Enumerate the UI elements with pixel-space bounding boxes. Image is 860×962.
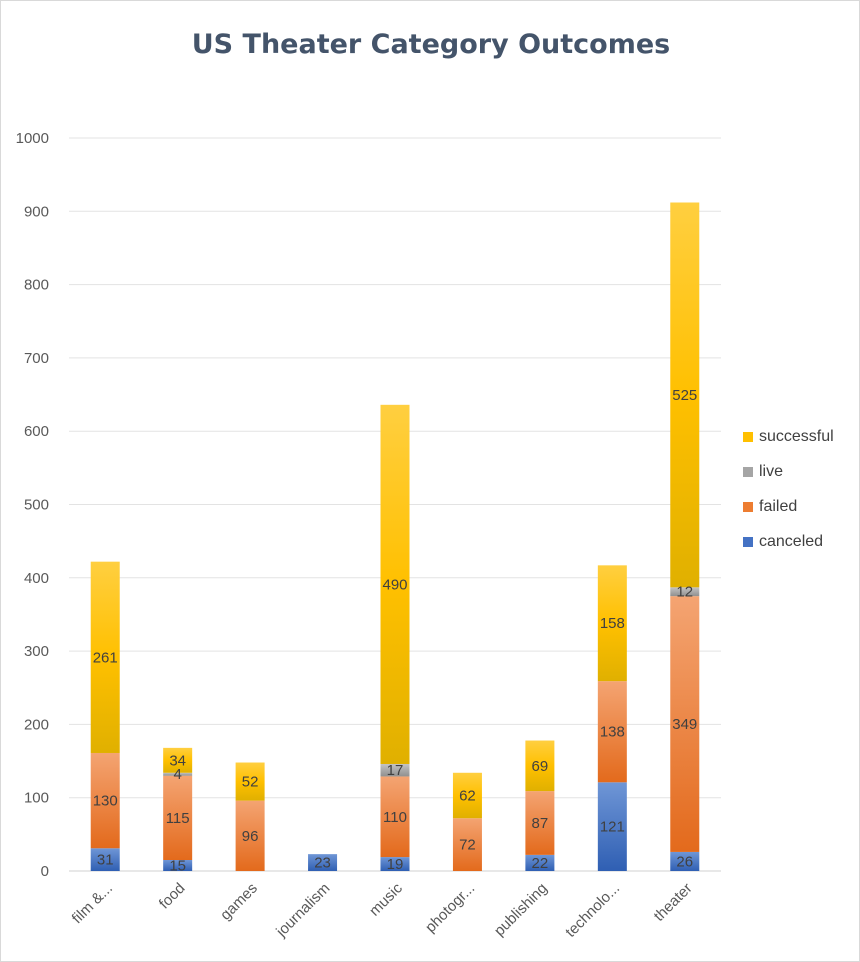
data-label-canceled: 121: [600, 819, 625, 836]
legend-label: successful: [759, 427, 834, 445]
x-tick-label: publishing: [491, 880, 551, 940]
y-tick-label: 600: [24, 423, 49, 440]
bar-segment-failed: [380, 776, 410, 858]
x-tick-label: technolo...: [562, 880, 623, 941]
bar-segment-failed: [235, 800, 265, 871]
legend-item-live: live: [743, 454, 834, 489]
y-tick-label: 700: [24, 350, 49, 367]
x-tick-label: games: [217, 880, 261, 924]
y-tick-label: 300: [24, 643, 49, 660]
bar-segment-failed: [670, 596, 700, 852]
y-tick-label: 400: [24, 570, 49, 587]
data-label-failed: 349: [672, 716, 697, 733]
legend-swatch: [743, 466, 753, 477]
bar-segment-canceled: [380, 857, 410, 871]
data-label-canceled: 23: [314, 855, 331, 872]
bar-segment-canceled: [670, 851, 700, 871]
y-tick-label: 0: [41, 863, 49, 880]
legend-label: canceled: [759, 532, 824, 550]
bar-segment-successful: [90, 561, 120, 753]
y-axis: 0 100 200 300 400 500 600 700 800 900 1000: [16, 130, 49, 880]
x-tick-label: food: [156, 880, 189, 913]
bar-segment-canceled: [525, 854, 555, 871]
x-tick-label: journalism: [272, 880, 333, 941]
y-tick-label: 800: [24, 277, 49, 294]
data-label-failed: 72: [459, 837, 476, 854]
data-label-live: 12: [676, 584, 693, 601]
legend-swatch: [743, 536, 753, 547]
chart-title: US Theater Category Outcomes: [191, 29, 671, 60]
data-label-successful: 34: [169, 752, 186, 769]
bar-segment-successful: [380, 404, 410, 764]
bar-segment-successful: [525, 740, 555, 792]
x-axis: film &... food games journalism music photogr…: [69, 879, 696, 940]
bar-segment-canceled: [163, 860, 193, 871]
data-label-failed: 110: [383, 809, 407, 826]
legend-swatch: [743, 431, 753, 442]
y-tick-label: 100: [24, 790, 49, 807]
data-label-canceled: 19: [387, 856, 404, 873]
data-label-failed: 87: [532, 815, 549, 832]
y-tick-label: 200: [24, 716, 49, 733]
legend-label: failed: [759, 497, 798, 515]
legend-item-successful: successful: [743, 419, 834, 454]
data-label-successful: 69: [532, 758, 549, 775]
bar-segment-successful: [670, 202, 700, 588]
bar-segment-live: [670, 587, 700, 597]
bar-segment-live: [163, 772, 193, 776]
bar-segment-failed: [525, 791, 555, 855]
bar-segment-canceled: [308, 854, 338, 871]
bar-segment-failed: [452, 818, 482, 871]
data-label-failed: 96: [242, 828, 259, 845]
data-label-successful: 52: [242, 774, 259, 791]
bar-segment-successful: [163, 747, 193, 773]
x-tick-label: music: [366, 879, 406, 919]
y-tick-label: 500: [24, 497, 49, 514]
bar-segment-failed: [163, 775, 193, 861]
data-label-live: 4: [173, 766, 181, 783]
data-label-canceled: 26: [676, 853, 693, 870]
bar-segment-canceled: [597, 782, 627, 871]
data-label-canceled: 31: [97, 852, 114, 869]
bar-segment-failed: [597, 681, 627, 783]
bar-segment-successful: [235, 762, 265, 801]
bar-segment-live: [380, 763, 410, 777]
data-label-successful: 62: [459, 788, 476, 805]
data-label-successful: 261: [93, 649, 118, 666]
data-label-successful: 158: [600, 615, 625, 632]
data-label-successful: 490: [382, 576, 407, 593]
data-label-failed: 130: [93, 793, 118, 810]
legend-item-canceled: canceled: [743, 524, 834, 559]
data-labels: 31 130 261 15 115 434 96 52 23 19 110 17 490 72 62 22 87…: [93, 387, 698, 875]
data-label-live: 17: [387, 762, 404, 779]
x-tick-label: theater: [651, 880, 696, 925]
data-label-failed: 115: [166, 810, 190, 827]
bar-segment-canceled: [90, 848, 120, 871]
y-tick-label: 1000: [16, 130, 49, 147]
legend: successful live failed canceled: [743, 419, 834, 559]
bar-segment-failed: [90, 752, 120, 849]
bar-segment-successful: [452, 772, 482, 819]
legend-swatch: [743, 501, 753, 512]
data-label-failed: 138: [600, 724, 625, 741]
bar-segment-successful: [597, 565, 627, 682]
x-tick-label: photogr...: [422, 880, 478, 936]
data-label-canceled: 22: [532, 855, 549, 872]
y-tick-label: 900: [24, 203, 49, 220]
legend-label: live: [759, 462, 784, 480]
bars: [90, 202, 700, 871]
data-label-canceled: 15: [169, 858, 186, 875]
legend-item-failed: failed: [743, 489, 834, 524]
data-label-successful: 525: [672, 387, 697, 404]
x-tick-label: film &...: [69, 880, 116, 927]
